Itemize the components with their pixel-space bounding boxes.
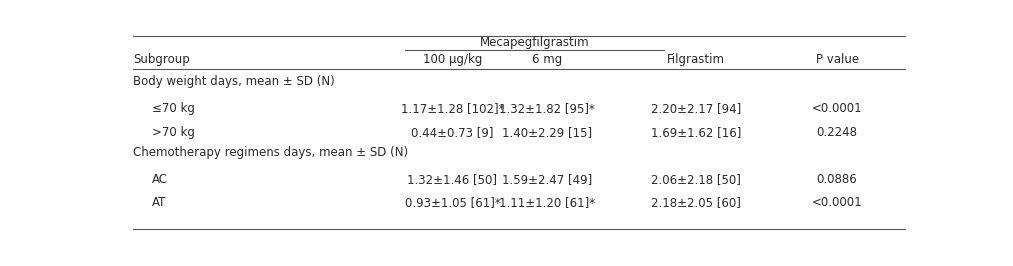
Text: Subgroup: Subgroup (133, 53, 189, 66)
Text: <0.0001: <0.0001 (811, 102, 862, 115)
Text: 0.44±0.73 [9]: 0.44±0.73 [9] (411, 126, 493, 139)
Text: 2.20±2.17 [94]: 2.20±2.17 [94] (650, 102, 741, 115)
Text: 1.40±2.29 [15]: 1.40±2.29 [15] (501, 126, 592, 139)
Text: 1.11±1.20 [61]*: 1.11±1.20 [61]* (498, 197, 595, 209)
Text: 1.32±1.46 [50]: 1.32±1.46 [50] (407, 173, 497, 186)
Text: 1.59±2.47 [49]: 1.59±2.47 [49] (501, 173, 592, 186)
Text: 100 μg/kg: 100 μg/kg (422, 53, 482, 66)
Text: Body weight days, mean ± SD (N): Body weight days, mean ± SD (N) (133, 75, 334, 88)
Text: 1.17±1.28 [102]*: 1.17±1.28 [102]* (401, 102, 504, 115)
Text: 0.2248: 0.2248 (816, 126, 858, 139)
Text: Mecapegfilgrastim: Mecapegfilgrastim (480, 36, 590, 49)
Text: 2.18±2.05 [60]: 2.18±2.05 [60] (651, 197, 741, 209)
Text: >70 kg: >70 kg (152, 126, 194, 139)
Text: AT: AT (152, 197, 166, 209)
Text: <0.0001: <0.0001 (811, 197, 862, 209)
Text: Filgrastim: Filgrastim (667, 53, 725, 66)
Text: AC: AC (152, 173, 168, 186)
Text: 0.0886: 0.0886 (816, 173, 857, 186)
Text: 6 mg: 6 mg (532, 53, 562, 66)
Text: ≤70 kg: ≤70 kg (152, 102, 194, 115)
Text: 1.69±1.62 [16]: 1.69±1.62 [16] (650, 126, 741, 139)
Text: 0.93±1.05 [61]*: 0.93±1.05 [61]* (404, 197, 500, 209)
Text: P value: P value (815, 53, 859, 66)
Text: Chemotherapy regimens days, mean ± SD (N): Chemotherapy regimens days, mean ± SD (N… (133, 146, 408, 159)
Text: 2.06±2.18 [50]: 2.06±2.18 [50] (651, 173, 741, 186)
Text: 1.32±1.82 [95]*: 1.32±1.82 [95]* (498, 102, 595, 115)
